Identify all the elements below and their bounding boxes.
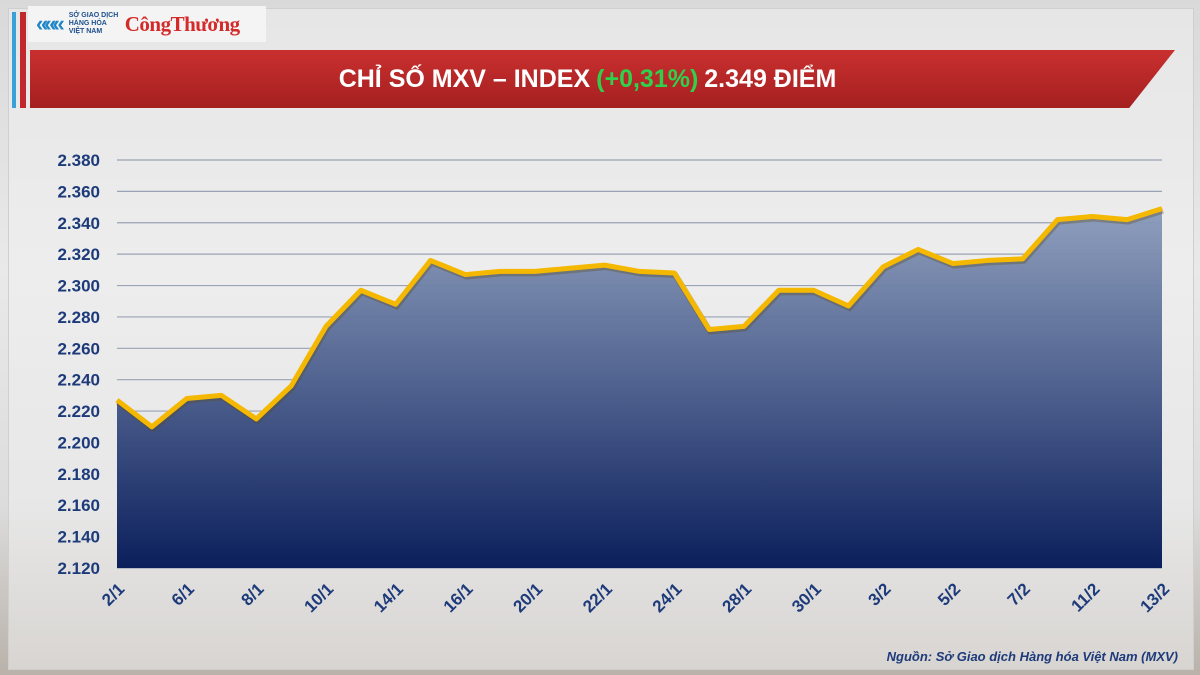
y-tick-label: 2.340 [57,214,100,233]
mxv-logo-icon: ««« [36,11,65,36]
x-tick-label: 3/2 [864,579,894,609]
x-tick-label: 30/1 [788,579,825,616]
logo-brand: CôngThương [124,11,240,36]
title-prefix: CHỈ SỐ MXV – INDEX [338,64,591,93]
y-tick-label: 2.380 [57,151,100,170]
x-tick-label: 22/1 [579,579,616,616]
x-tick-label: 2/1 [98,579,128,609]
series-line [115,206,1163,430]
y-tick-label: 2.220 [57,402,100,421]
accent-bar-blue [12,12,16,108]
y-tick-label: 2.140 [57,528,100,547]
y-tick-label: 2.360 [57,182,100,201]
y-tick-label: 2.300 [57,277,100,296]
y-tick-label: 2.240 [57,371,100,390]
x-tick-label: 14/1 [370,579,407,616]
source-note: Nguồn: Sở Giao dịch Hàng hóa Việt Nam (M… [886,649,1178,664]
x-tick-label: 7/2 [1004,579,1034,609]
x-tick-label: 8/1 [237,579,267,609]
x-tick-label: 13/2 [1136,579,1173,616]
x-tick-label: 24/1 [649,579,686,616]
logo: ««« SỞ GIAO DỊCH HÀNG HÓA VIỆT NAM CôngT… [28,6,266,42]
y-tick-label: 2.280 [57,308,100,327]
y-tick-label: 2.320 [57,245,100,264]
y-tick-label: 2.180 [57,465,100,484]
accent-bar-red [20,12,26,108]
logo-org-text: SỞ GIAO DỊCH HÀNG HÓA VIỆT NAM [68,12,119,35]
title-value: 2.349 ĐIỂM [704,64,837,93]
y-tick-label: 2.200 [57,433,100,452]
x-tick-label: 20/1 [509,579,546,616]
x-tick-label: 28/1 [718,579,755,616]
x-tick-label: 11/2 [1067,579,1103,615]
x-tick-label: 5/2 [934,579,964,609]
x-tick-label: 6/1 [168,579,198,609]
y-tick-label: 2.260 [57,339,100,358]
x-tick-label: 16/1 [440,579,477,616]
title-change: (+0,31%) [596,64,699,93]
y-tick-label: 2.120 [57,559,100,578]
chart-title-banner: CHỈ SỐ MXV – INDEX (+0,31%) 2.349 ĐIỂM [30,50,1175,108]
y-tick-label: 2.160 [57,496,100,515]
x-tick-label: 10/1 [300,579,337,616]
